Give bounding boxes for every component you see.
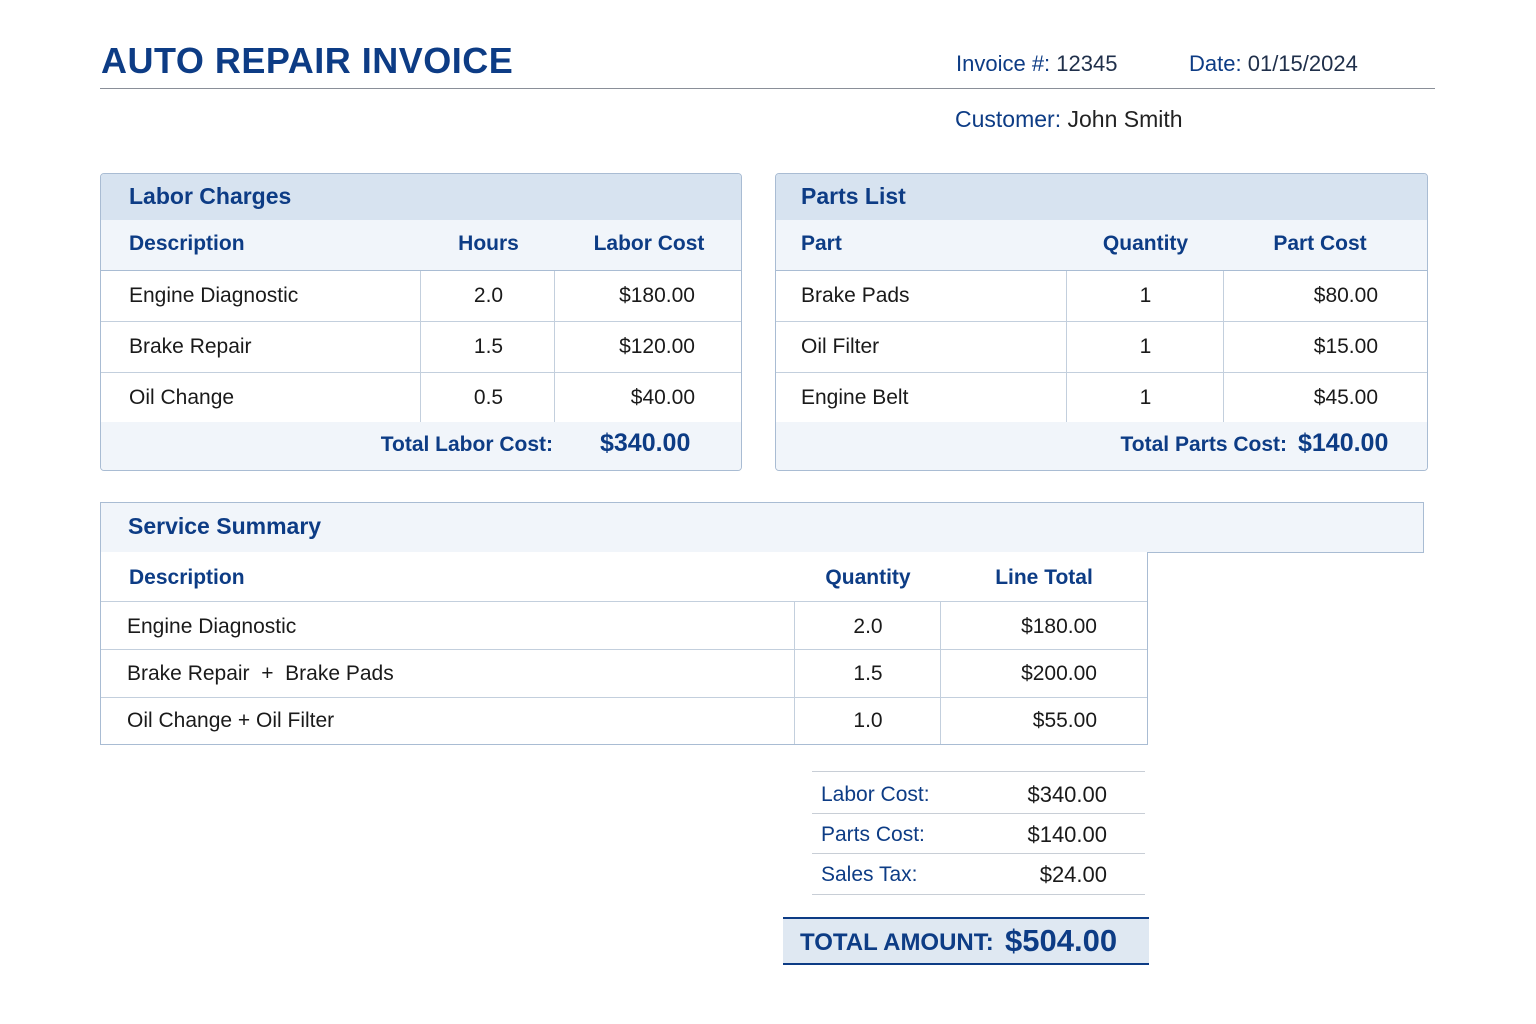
labor-row-description: Engine Diagnostic	[129, 284, 299, 307]
column-divider	[940, 601, 941, 744]
labor-column-headers: Description Hours Labor Cost	[101, 220, 741, 271]
invoice-date-value: 01/15/2024	[1247, 51, 1358, 76]
parts-panel-header: Parts List	[776, 174, 1427, 221]
parts-row-cost: $80.00	[1313, 284, 1378, 307]
customer-label: Customer:	[955, 106, 1062, 132]
parts-col-part: Part	[801, 232, 842, 255]
summary-row-description: Engine Diagnostic	[127, 615, 297, 638]
invoice-number-label: Invoice #:	[956, 51, 1051, 76]
labor-row-cost: $40.00	[630, 386, 695, 409]
parts-row-quantity: 1	[1139, 386, 1152, 409]
labor-total-value: $340.00	[600, 429, 691, 457]
column-divider	[420, 271, 421, 423]
table-row: Brake Repair + Brake Pads 1.5 $200.00	[101, 649, 1147, 697]
labor-total-label: Total Labor Cost:	[380, 433, 553, 456]
parts-total-row: Total Parts Cost: $140.00	[776, 422, 1427, 470]
summary-row-total: $180.00	[1021, 615, 1097, 638]
column-divider	[794, 601, 795, 744]
labor-row-hours: 0.5	[473, 386, 504, 409]
table-row: Oil Change + Oil Filter 1.0 $55.00	[101, 697, 1147, 745]
parts-row-quantity: 1	[1139, 284, 1152, 307]
header-divider	[100, 88, 1435, 89]
parts-column-headers: Part Quantity Part Cost	[776, 220, 1427, 271]
summary-row-total: $200.00	[1021, 662, 1097, 685]
parts-row-cost: $15.00	[1313, 335, 1378, 358]
summary-row-quantity: 1.5	[853, 662, 883, 685]
column-divider	[1223, 271, 1224, 423]
totals-divider	[812, 853, 1145, 854]
parts-row-part: Engine Belt	[801, 386, 909, 409]
totals-divider	[812, 771, 1145, 772]
summary-col-description: Description	[129, 566, 245, 589]
parts-col-quantity: Quantity	[1102, 232, 1189, 255]
totals-divider	[812, 813, 1145, 814]
table-row: Brake Pads 1 $80.00	[776, 271, 1427, 322]
labor-col-description: Description	[129, 232, 245, 255]
parts-row-cost: $45.00	[1313, 386, 1378, 409]
labor-row-cost: $180.00	[619, 284, 695, 307]
summary-col-line-total: Line Total	[995, 566, 1093, 589]
table-row: Engine Belt 1 $45.00	[776, 373, 1427, 424]
summary-row-total: $55.00	[1032, 709, 1097, 732]
summary-col-quantity: Quantity	[825, 566, 911, 589]
labor-cost-value: $340.00	[1027, 782, 1107, 807]
parts-cost-label: Parts Cost:	[821, 823, 925, 846]
grand-total-value: $504.00	[1005, 923, 1118, 958]
labor-row-hours: 2.0	[473, 284, 504, 307]
parts-col-cost: Part Cost	[1273, 232, 1367, 255]
parts-panel-title: Parts List	[801, 183, 906, 209]
labor-row-cost: $120.00	[619, 335, 695, 358]
summary-row-description: Brake Repair + Brake Pads	[127, 662, 394, 685]
parts-cost-value: $140.00	[1027, 822, 1107, 847]
service-summary-title: Service Summary	[128, 513, 322, 539]
service-summary-header: Service Summary	[100, 502, 1424, 553]
parts-row-part: Oil Filter	[801, 335, 880, 358]
sales-tax-label: Sales Tax:	[821, 863, 918, 886]
invoice-number: Invoice #: 12345	[956, 51, 1117, 77]
grand-total: TOTAL AMOUNT: $504.00	[783, 917, 1149, 965]
table-row: Engine Diagnostic 2.0 $180.00	[101, 271, 741, 322]
labor-total-row: Total Labor Cost: $340.00	[101, 422, 741, 470]
column-divider	[554, 271, 555, 423]
column-divider	[1066, 271, 1067, 423]
labor-charges-panel: Labor Charges Description Hours Labor Co…	[100, 173, 742, 471]
labor-col-cost: Labor Cost	[593, 232, 705, 255]
summary-row-quantity: 1.0	[853, 709, 883, 732]
labor-panel-title: Labor Charges	[129, 183, 292, 209]
totals-divider	[812, 894, 1145, 895]
summary-row-quantity: 2.0	[853, 615, 883, 638]
labor-row-hours: 1.5	[473, 335, 504, 358]
labor-panel-header: Labor Charges	[101, 174, 741, 221]
labor-row-description: Brake Repair	[129, 335, 252, 358]
labor-col-hours: Hours	[458, 232, 519, 255]
parts-total-label: Total Parts Cost:	[1120, 433, 1287, 456]
invoice-number-value: 12345	[1056, 51, 1118, 76]
customer-info: Customer: John Smith	[955, 106, 1183, 133]
table-row: Oil Change 0.5 $40.00	[101, 373, 741, 424]
parts-list-panel: Parts List Part Quantity Part Cost Brake…	[775, 173, 1428, 471]
parts-row-part: Brake Pads	[801, 284, 910, 307]
service-summary-table: Description Quantity Line Total Engine D…	[100, 552, 1148, 745]
grand-total-label: TOTAL AMOUNT:	[800, 929, 994, 956]
customer-name: John Smith	[1067, 106, 1183, 132]
parts-row-quantity: 1	[1139, 335, 1152, 358]
table-row: Brake Repair 1.5 $120.00	[101, 322, 741, 373]
table-row: Engine Diagnostic 2.0 $180.00	[101, 601, 1147, 649]
summary-row-description: Oil Change + Oil Filter	[127, 709, 335, 732]
sales-tax-value: $24.00	[1039, 862, 1107, 887]
labor-cost-label: Labor Cost:	[821, 783, 930, 806]
labor-row-description: Oil Change	[129, 386, 235, 409]
invoice-title: AUTO REPAIR INVOICE	[101, 40, 514, 81]
invoice-date-label: Date:	[1189, 51, 1242, 76]
parts-total-value: $140.00	[1298, 429, 1389, 457]
invoice-date: Date: 01/15/2024	[1189, 51, 1358, 77]
table-row: Oil Filter 1 $15.00	[776, 322, 1427, 373]
